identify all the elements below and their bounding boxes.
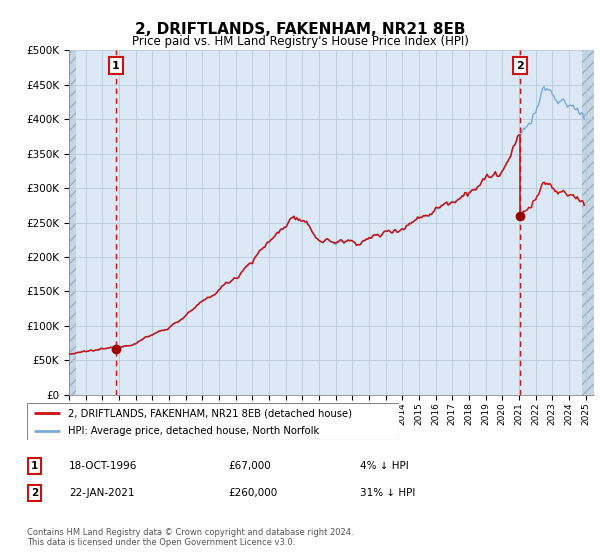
Text: 1: 1: [112, 60, 119, 71]
Text: 2, DRIFTLANDS, FAKENHAM, NR21 8EB (detached house): 2, DRIFTLANDS, FAKENHAM, NR21 8EB (detac…: [68, 408, 352, 418]
Text: 4% ↓ HPI: 4% ↓ HPI: [360, 461, 409, 471]
Text: 2, DRIFTLANDS, FAKENHAM, NR21 8EB: 2, DRIFTLANDS, FAKENHAM, NR21 8EB: [135, 22, 465, 38]
Text: 1: 1: [31, 461, 38, 471]
Text: £67,000: £67,000: [228, 461, 271, 471]
Text: 2: 2: [31, 488, 38, 498]
Text: 22-JAN-2021: 22-JAN-2021: [69, 488, 134, 498]
Text: £260,000: £260,000: [228, 488, 277, 498]
Text: Contains HM Land Registry data © Crown copyright and database right 2024.
This d: Contains HM Land Registry data © Crown c…: [27, 528, 353, 547]
Text: 2: 2: [516, 60, 524, 71]
Bar: [581, 50, 594, 395]
Bar: [69, 50, 76, 395]
FancyBboxPatch shape: [27, 403, 399, 440]
Text: 31% ↓ HPI: 31% ↓ HPI: [360, 488, 415, 498]
Text: HPI: Average price, detached house, North Norfolk: HPI: Average price, detached house, Nort…: [68, 426, 319, 436]
Text: 18-OCT-1996: 18-OCT-1996: [69, 461, 137, 471]
Text: Price paid vs. HM Land Registry's House Price Index (HPI): Price paid vs. HM Land Registry's House …: [131, 35, 469, 48]
